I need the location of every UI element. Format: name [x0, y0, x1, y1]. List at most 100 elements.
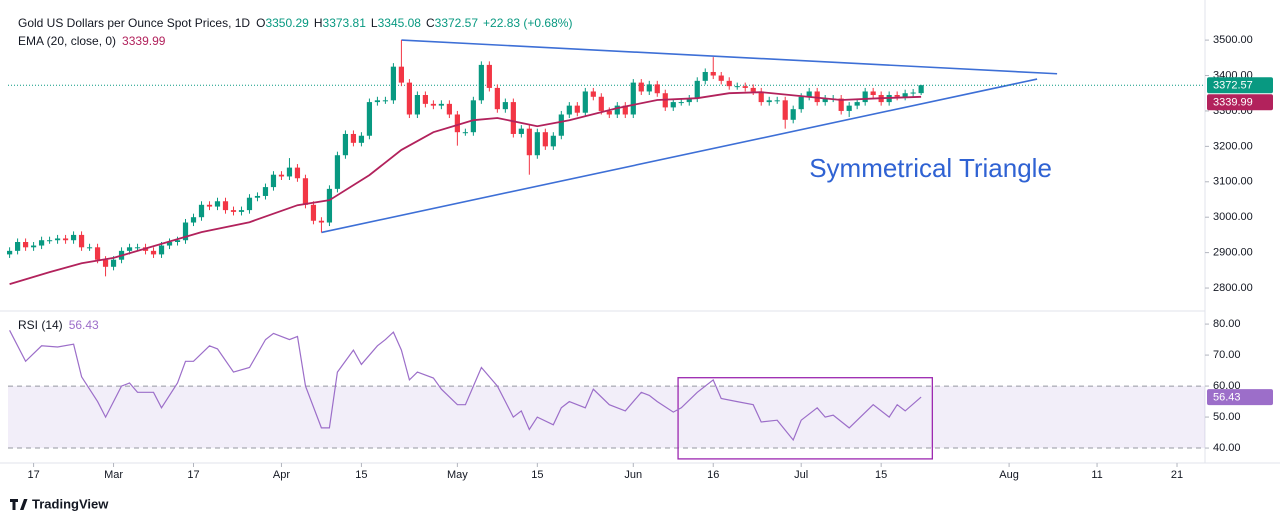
- value-box-label: 3339.99: [1213, 97, 1253, 109]
- candle-body: [558, 114, 564, 136]
- x-tick-label: 15: [355, 469, 367, 481]
- candle-body: [38, 240, 45, 246]
- candle-body: [798, 96, 804, 110]
- candle-body: [182, 222, 189, 241]
- candle-body: [918, 85, 924, 94]
- y-tick-label: 2800.00: [1213, 282, 1253, 294]
- x-tick-label: Mar: [104, 469, 123, 481]
- candle-body: [134, 247, 141, 249]
- candle-body: [630, 82, 636, 115]
- candle-body: [806, 91, 812, 97]
- brand-logo: TradingView: [10, 496, 109, 511]
- candle-body: [222, 201, 229, 211]
- y-tick-label: 2900.00: [1213, 247, 1253, 259]
- highlight-box: [677, 377, 933, 460]
- candle-body: [838, 98, 844, 111]
- ohlc-value: 3373.81: [323, 16, 367, 30]
- candle-body: [870, 91, 876, 96]
- candle-body: [702, 71, 708, 81]
- candle-body: [454, 114, 460, 133]
- x-tick-label: Apr: [273, 469, 290, 481]
- ema-value: 3339.99: [122, 34, 166, 48]
- candle-body: [446, 103, 452, 115]
- rsi-band: [8, 386, 1205, 449]
- candle-body: [246, 197, 253, 211]
- annotation-text: Symmetrical Triangle: [809, 153, 1052, 183]
- candle-body: [518, 128, 524, 134]
- candle-body: [54, 238, 61, 241]
- candle-body: [846, 105, 852, 111]
- legend-ema: EMA (20, close, 0) 3339.99: [18, 34, 166, 48]
- candle-body: [6, 250, 13, 255]
- change: +22.83 (+0.68%): [483, 16, 572, 30]
- candle-body: [30, 245, 37, 248]
- candle-body: [694, 80, 700, 99]
- candle-body: [574, 105, 580, 113]
- candle-body: [654, 84, 660, 94]
- candle-body: [718, 75, 724, 81]
- candle-body: [646, 84, 652, 92]
- candle-body: [422, 95, 428, 104]
- candle-body: [470, 100, 476, 133]
- candle-body: [790, 109, 796, 120]
- value-box: [1207, 94, 1273, 111]
- trend-line: [321, 78, 1038, 234]
- candle-body: [342, 133, 349, 156]
- candle-body: [590, 91, 596, 97]
- candle-body: [206, 204, 213, 207]
- candle-body: [302, 178, 309, 205]
- candle-body: [670, 102, 676, 108]
- candle-body: [78, 234, 85, 248]
- candle-body: [766, 100, 772, 103]
- x-tick-label: 21: [1171, 469, 1183, 481]
- value-box-label: 56.43: [1213, 392, 1241, 404]
- candle-body: [478, 64, 484, 101]
- candle-body: [238, 210, 245, 212]
- legend-main: Gold US Dollars per Ounce Spot Prices, 1…: [18, 16, 572, 30]
- x-tick-label: 17: [27, 469, 39, 481]
- candle-body: [782, 100, 788, 120]
- y-tick-label: 3100.00: [1213, 176, 1253, 188]
- candle-body: [734, 86, 740, 88]
- candle-body: [310, 204, 317, 221]
- candle-body: [14, 241, 21, 251]
- candle-body: [94, 247, 101, 260]
- y-tick-label: 3000.00: [1213, 211, 1253, 223]
- candle-body: [758, 91, 764, 103]
- rsi-line: [9, 330, 922, 442]
- candle-body: [62, 238, 69, 241]
- x-tick-label: 15: [531, 469, 543, 481]
- candle-body: [430, 103, 436, 106]
- candle-body: [678, 102, 684, 104]
- candle-body: [174, 240, 181, 242]
- candle-body: [622, 105, 628, 115]
- rsi-value: 56.43: [69, 318, 99, 332]
- candle-body: [254, 195, 261, 198]
- ema-name: EMA (20, close, 0): [18, 34, 116, 48]
- candle-body: [550, 135, 556, 147]
- x-tick-label: May: [447, 469, 468, 481]
- y-tick-label: 3500.00: [1213, 34, 1253, 46]
- candle-body: [526, 128, 532, 156]
- candle-body: [270, 174, 277, 188]
- x-tick-label: 17: [187, 469, 199, 481]
- candle-body: [102, 259, 109, 267]
- y-tick-label: 70.00: [1213, 349, 1241, 361]
- y-tick-label: 50.00: [1213, 411, 1241, 423]
- candle-body: [46, 240, 53, 242]
- logo-mark: [10, 499, 28, 510]
- candle-body: [278, 174, 285, 177]
- candle-body: [398, 66, 405, 83]
- candle-body: [326, 188, 333, 223]
- x-tick-label: Jun: [624, 469, 642, 481]
- candle-body: [70, 234, 77, 241]
- candle-body: [542, 132, 548, 147]
- ohlc-prefix: O: [256, 16, 265, 30]
- x-tick-label: Aug: [999, 469, 1019, 481]
- candle-body: [366, 102, 373, 136]
- candle-body: [862, 91, 868, 103]
- candle-body: [382, 100, 389, 102]
- y-tick-label: 3200.00: [1213, 140, 1253, 152]
